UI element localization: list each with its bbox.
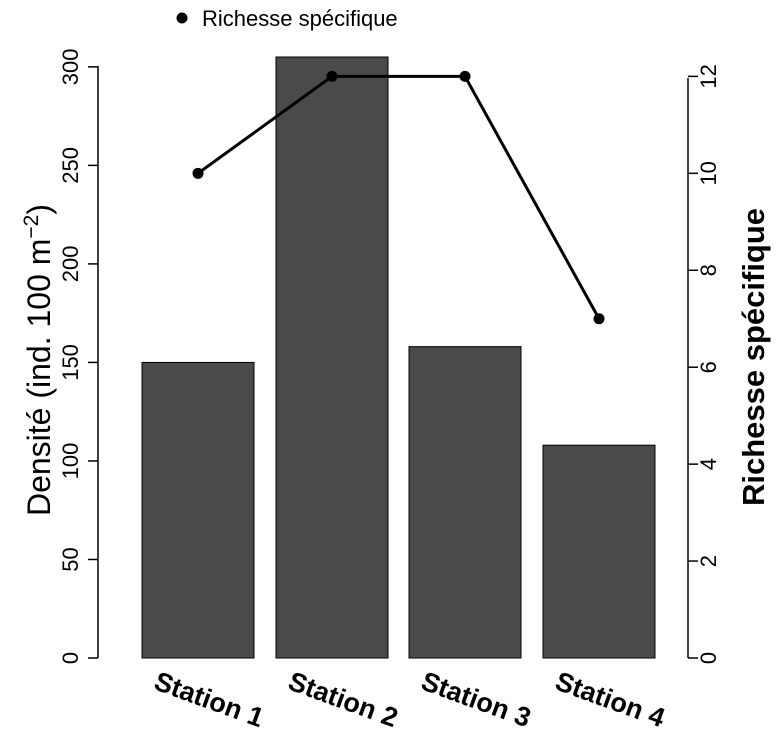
right-tick-label: 4: [696, 458, 721, 470]
left-tick-label: 250: [58, 147, 83, 184]
right-tick-label: 8: [696, 264, 721, 276]
richness-line: [197, 74, 601, 320]
legend-label: Richesse spécifique: [202, 6, 398, 31]
left-tick-label: 100: [58, 443, 83, 480]
right-axis-title: Richesse spécifique: [736, 208, 771, 506]
right-tick-label: 12: [696, 64, 721, 88]
left-tick-label: 0: [58, 652, 83, 664]
left-axis-title: Densité (ind. 100 m−2): [20, 204, 57, 516]
richness-point-3: [459, 70, 471, 82]
category-labels: Station 1 Station 2 Station 3 Station 4: [150, 666, 668, 733]
category-label-2: Station 2: [284, 666, 401, 733]
bar-4: [542, 444, 656, 659]
richness-point-1: [192, 167, 204, 179]
right-tick-label: 10: [696, 161, 721, 185]
right-tick-label: 6: [696, 361, 721, 373]
left-tick-label: 200: [58, 246, 83, 283]
richness-point-4: [593, 313, 605, 325]
left-tick-label: 50: [58, 547, 83, 571]
right-axis-ticks: 0 2 4 6 8 10 12: [688, 64, 721, 664]
bar-2: [275, 56, 389, 659]
bar-1: [141, 361, 255, 659]
category-label-1: Station 1: [150, 666, 267, 733]
legend: Richesse spécifique: [176, 6, 398, 31]
category-label-3: Station 3: [417, 666, 534, 733]
richness-point-2: [326, 70, 338, 82]
left-tick-label: 150: [58, 344, 83, 381]
legend-marker: [176, 12, 188, 24]
left-axis: 0 50 100 150 200 250 300 Densité (ind. 100 m−2…: [20, 48, 99, 664]
line-series: [192, 70, 605, 325]
category-label-4: Station 4: [551, 666, 668, 733]
left-axis-ticks: 0 50 100 150 200 250 300: [58, 48, 98, 664]
right-tick-label: 0: [696, 652, 721, 664]
left-tick-label: 300: [58, 48, 83, 85]
bar-series: [141, 56, 656, 659]
right-axis: 0 2 4 6 8 10 12 Richesse spécifique: [687, 64, 771, 664]
right-tick-label: 2: [696, 555, 721, 567]
bar-3: [408, 346, 522, 659]
